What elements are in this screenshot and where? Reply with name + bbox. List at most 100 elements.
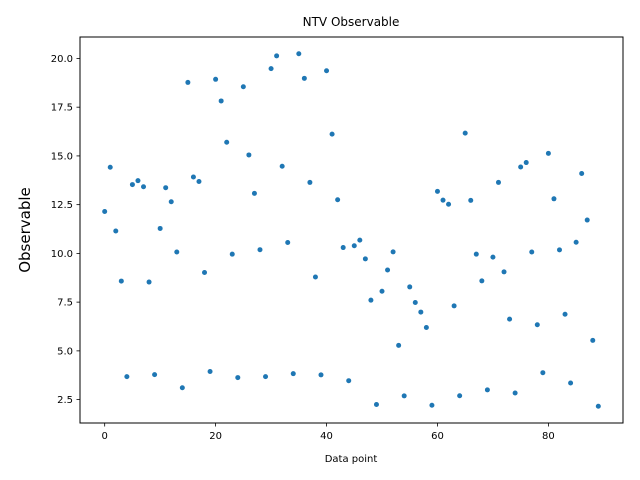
data-point	[113, 228, 119, 234]
data-point	[401, 393, 407, 399]
data-point	[324, 68, 330, 74]
y-tick-label: 7.5	[57, 298, 73, 309]
data-point	[263, 374, 269, 380]
y-tick-label: 10.0	[51, 249, 73, 260]
data-point	[185, 79, 191, 85]
data-point	[584, 217, 590, 223]
data-point	[107, 164, 113, 170]
data-point	[246, 152, 252, 158]
data-point	[218, 98, 224, 104]
data-point	[595, 403, 601, 409]
x-tick-label: 0	[101, 431, 107, 442]
x-tick-label: 40	[320, 431, 333, 442]
data-point	[512, 390, 518, 396]
data-point	[495, 179, 501, 185]
data-point	[152, 372, 158, 378]
data-point	[274, 53, 280, 59]
x-axis-ticks: 0 20 40 60 80	[101, 423, 555, 442]
data-point	[296, 51, 302, 57]
data-point	[290, 371, 296, 377]
data-point	[285, 239, 291, 245]
data-point	[429, 402, 435, 408]
y-tick-label: 2.5	[57, 395, 73, 406]
data-point	[141, 184, 147, 190]
data-point	[534, 322, 540, 328]
data-point	[307, 179, 313, 185]
data-point	[102, 208, 108, 214]
data-point	[213, 76, 219, 82]
data-point	[501, 269, 507, 275]
data-point	[423, 324, 429, 330]
data-point	[407, 284, 413, 290]
data-point	[268, 66, 274, 72]
y-tick-label: 12.5	[51, 200, 73, 211]
data-points	[102, 51, 601, 409]
data-point	[146, 279, 152, 285]
data-point	[390, 249, 396, 255]
data-point	[251, 190, 257, 196]
data-point	[224, 139, 230, 145]
data-point	[301, 75, 307, 81]
y-axis-label: Observable	[16, 187, 34, 273]
data-point	[202, 269, 208, 275]
data-point	[490, 254, 496, 260]
data-point	[446, 201, 452, 207]
data-point	[351, 243, 357, 249]
data-point	[174, 249, 180, 255]
x-tick-label: 60	[431, 431, 444, 442]
data-point	[562, 311, 568, 317]
data-point	[163, 185, 169, 191]
data-point	[396, 342, 402, 348]
data-point	[157, 225, 163, 231]
x-tick-label: 20	[209, 431, 222, 442]
data-point	[412, 300, 418, 306]
data-point	[451, 303, 457, 309]
data-point	[179, 385, 185, 391]
y-tick-label: 20.0	[51, 54, 73, 65]
data-point	[124, 374, 130, 380]
data-point	[468, 197, 474, 203]
data-point	[473, 251, 479, 257]
data-point	[129, 182, 135, 188]
data-point	[385, 267, 391, 273]
x-axis-label: Data point	[325, 454, 378, 465]
data-point	[418, 309, 424, 315]
data-point	[240, 84, 246, 90]
x-tick-label: 80	[542, 431, 555, 442]
data-point	[318, 372, 324, 378]
data-point	[479, 278, 485, 284]
plot-frame	[79, 36, 624, 424]
data-point	[379, 288, 385, 294]
data-point	[529, 249, 535, 255]
data-point	[551, 196, 557, 202]
data-point	[279, 163, 285, 169]
y-tick-label: 17.5	[51, 103, 73, 114]
data-point	[484, 387, 490, 393]
data-point	[340, 245, 346, 251]
data-point	[190, 174, 196, 180]
y-axis-ticks: 2.5 5.0 7.5 10.0 12.5 15.0 17.5 20.0	[51, 54, 80, 406]
data-point	[457, 393, 463, 399]
data-point	[440, 197, 446, 203]
data-point	[207, 369, 213, 375]
y-tick-label: 15.0	[51, 151, 73, 162]
data-point	[523, 160, 529, 166]
data-point	[135, 178, 141, 184]
data-point	[568, 380, 574, 386]
data-point	[335, 197, 341, 203]
data-point	[312, 274, 318, 280]
data-point	[168, 199, 174, 205]
data-point	[434, 188, 440, 194]
data-point	[540, 370, 546, 376]
data-point	[329, 131, 335, 137]
data-point	[229, 251, 235, 257]
chart-title: NTV Observable	[303, 15, 400, 29]
data-point	[373, 401, 379, 407]
data-point	[462, 130, 468, 136]
data-point	[368, 297, 374, 303]
data-point	[579, 170, 585, 176]
data-point	[545, 150, 551, 156]
data-point	[235, 375, 241, 381]
